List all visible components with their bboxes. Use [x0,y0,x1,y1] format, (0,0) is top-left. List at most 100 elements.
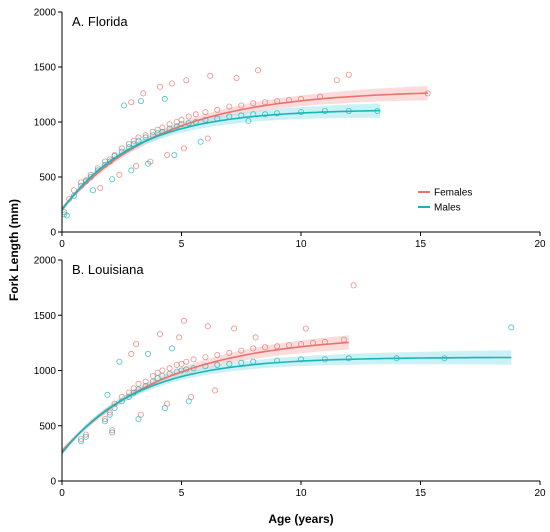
x-tick-label: 15 [415,488,427,499]
data-point [166,121,173,128]
data-point [82,433,89,440]
data-point [214,106,221,113]
data-point [185,113,192,120]
legend: Females Males [418,188,472,214]
data-point [274,343,281,350]
data-point [78,438,85,445]
data-point [104,391,111,398]
data-point [135,416,142,423]
data-point [180,317,187,324]
x-tick-label: 20 [534,239,546,250]
panel-louisiana: 0 500 1000 1500 2000 0 5 10 15 20 B. Louisiana [34,256,546,500]
data-point [161,95,168,102]
x-tick-label: 15 [415,239,427,250]
data-point [214,361,221,368]
x-axis-title: Age (years) [268,512,333,526]
data-point [321,108,328,115]
data-point [159,124,166,131]
legend-label-females: Females [434,188,472,199]
data-point [262,344,269,351]
data-point [274,110,281,117]
x-tick-label: 10 [295,239,307,250]
data-point [154,369,161,376]
data-point [176,334,183,341]
x-tick-label: 10 [295,488,307,499]
y-tick-label: 0 [50,477,56,488]
data-point [250,345,257,352]
data-point [345,71,352,78]
data-point [297,356,304,363]
data-point [78,435,85,442]
data-point [106,411,113,418]
data-point [144,160,151,167]
growth-curve-males [61,356,512,454]
data-point [226,360,233,367]
confidence-band-males [62,350,512,456]
data-point [109,176,116,183]
data-point [185,398,192,405]
panel-title: A. Florida [72,14,128,29]
data-point [190,356,197,363]
data-point [226,349,233,356]
data-point [109,427,116,434]
y-tick-label: 2000 [34,256,57,267]
data-point [178,116,185,123]
data-point [102,418,109,425]
data-point [204,323,211,330]
y-tick-label: 1000 [34,118,57,129]
data-point [121,102,128,109]
data-point [137,98,144,105]
data-point [178,360,185,367]
data-point [144,350,151,357]
data-point [173,361,180,368]
data-point [508,324,515,331]
data-point [302,325,309,332]
y-axis-title: Fork Length (mm) [7,199,21,301]
data-point [183,77,190,84]
data-point [125,140,132,147]
data-point [71,192,78,199]
data-point [154,126,161,133]
data-point [133,162,140,169]
data-point [128,350,135,357]
data-point [97,184,104,191]
data-point [202,116,209,123]
data-point [238,102,245,109]
confidence-band-females [62,335,349,454]
data-point [204,135,211,142]
data-point [297,109,304,116]
data-point [183,358,190,365]
y-tick-label: 1500 [34,311,57,322]
y-tick-label: 1000 [34,366,57,377]
data-point [142,132,149,139]
data-point [180,145,187,152]
data-point [82,431,89,438]
data-point [149,372,156,379]
y-tick-label: 0 [50,228,56,239]
y-tick-label: 500 [39,173,56,184]
data-point [192,111,199,118]
data-point [133,340,140,347]
data-point [168,80,175,87]
x-tick-label: 5 [179,488,185,499]
data-point [345,355,352,362]
growth-curve-males [61,109,380,211]
panel-title: B. Louisiana [72,262,144,277]
panel-florida: 0 500 1000 1500 2000 0 5 10 15 20 A. Florida [34,8,546,251]
data-point [156,83,163,90]
data-point [118,145,125,152]
data-point [173,119,180,126]
data-point [63,212,70,219]
data-point [188,393,195,400]
data-point [135,137,142,144]
data-point [116,358,123,365]
data-point [161,405,168,412]
data-point [233,75,240,82]
data-point [197,138,204,145]
data-point [164,400,171,407]
data-point [350,282,357,289]
data-point [135,380,142,387]
data-point [90,187,97,194]
